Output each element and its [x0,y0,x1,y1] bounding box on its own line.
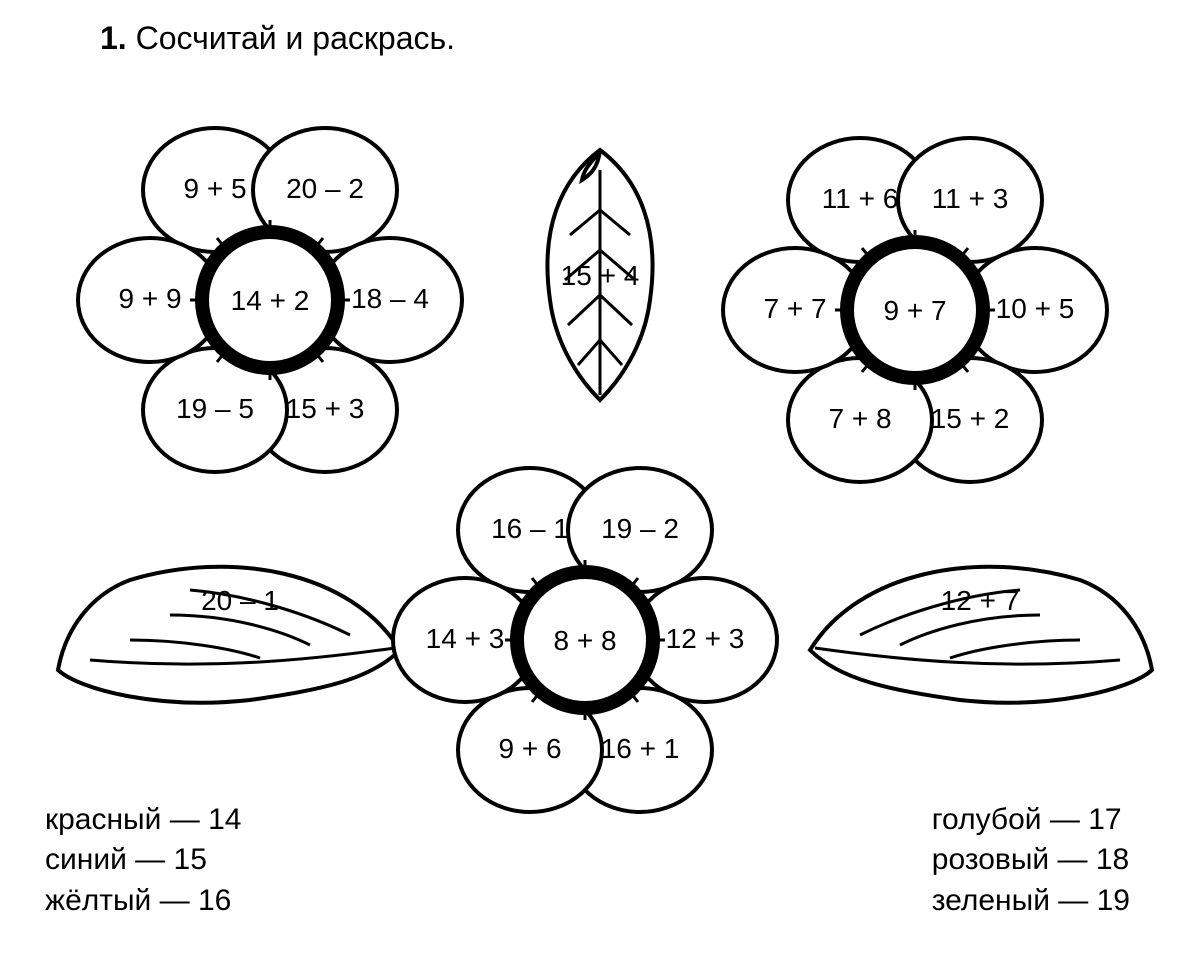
flower-1-petal-5: 9 + 9 [118,283,181,314]
flower-2-center: 8 + 8 [553,625,616,656]
flower-1-petal-4: 19 – 5 [176,393,254,424]
flower-2-petal-1: 19 – 2 [601,513,679,544]
flower-2: 8 + 8 16 – 1 19 – 2 12 + 3 16 + 1 9 + 6 … [370,440,790,860]
leaf-right: 12 + 7 [800,540,1160,740]
flower-2-petal-2: 12 + 3 [666,623,745,654]
flower-1-petal-0: 9 + 5 [183,173,246,204]
legend-row: голубой — 17 [932,800,1130,841]
flower-2-petal-0: 16 – 1 [491,513,569,544]
leaf-left-text: 20 – 1 [201,585,279,616]
flower-3-petal-5: 7 + 7 [763,293,826,324]
flower-3-petal-3: 15 + 2 [931,403,1010,434]
flower-2-petal-4: 9 + 6 [498,733,561,764]
exercise-title: 1. Сосчитай и раскрась. [100,20,455,57]
leaf-right-text: 12 + 7 [941,585,1020,616]
flower-1-center: 14 + 2 [231,285,310,316]
flower-3-petal-4: 7 + 8 [828,403,891,434]
flower-1-petal-2: 18 – 4 [351,283,429,314]
flower-3-center: 9 + 7 [883,295,946,326]
legend-right: голубой — 17 розовый — 18 зеленый — 19 [932,800,1130,922]
legend-left: красный — 14 синий — 15 жёлтый — 16 [45,800,241,922]
exercise-instruction: Сосчитай и раскрась. [136,20,455,56]
flower-3-petal-2: 10 + 5 [996,293,1075,324]
legend-row: зеленый — 19 [932,881,1130,922]
flower-2-petal-3: 16 + 1 [601,733,680,764]
leaf-top: 15 + 4 [500,140,700,420]
flower-1-petal-1: 20 – 2 [286,173,364,204]
legend-row: красный — 14 [45,800,241,841]
flower-3-petal-0: 11 + 6 [822,183,899,214]
legend-row: розовый — 18 [932,840,1130,881]
worksheet-page: 1. Сосчитай и раскрась. 14 + 2 9 + 5 [0,0,1200,961]
exercise-number: 1. [100,20,127,56]
legend-row: синий — 15 [45,840,241,881]
legend-row: жёлтый — 16 [45,881,241,922]
flower-3-petal-1: 11 + 3 [932,183,1009,214]
flower-1-petal-3: 15 + 3 [286,393,365,424]
leaf-left: 20 – 1 [50,540,410,740]
leaf-top-text: 15 + 4 [561,260,640,291]
flower-2-petal-5: 14 + 3 [426,623,505,654]
